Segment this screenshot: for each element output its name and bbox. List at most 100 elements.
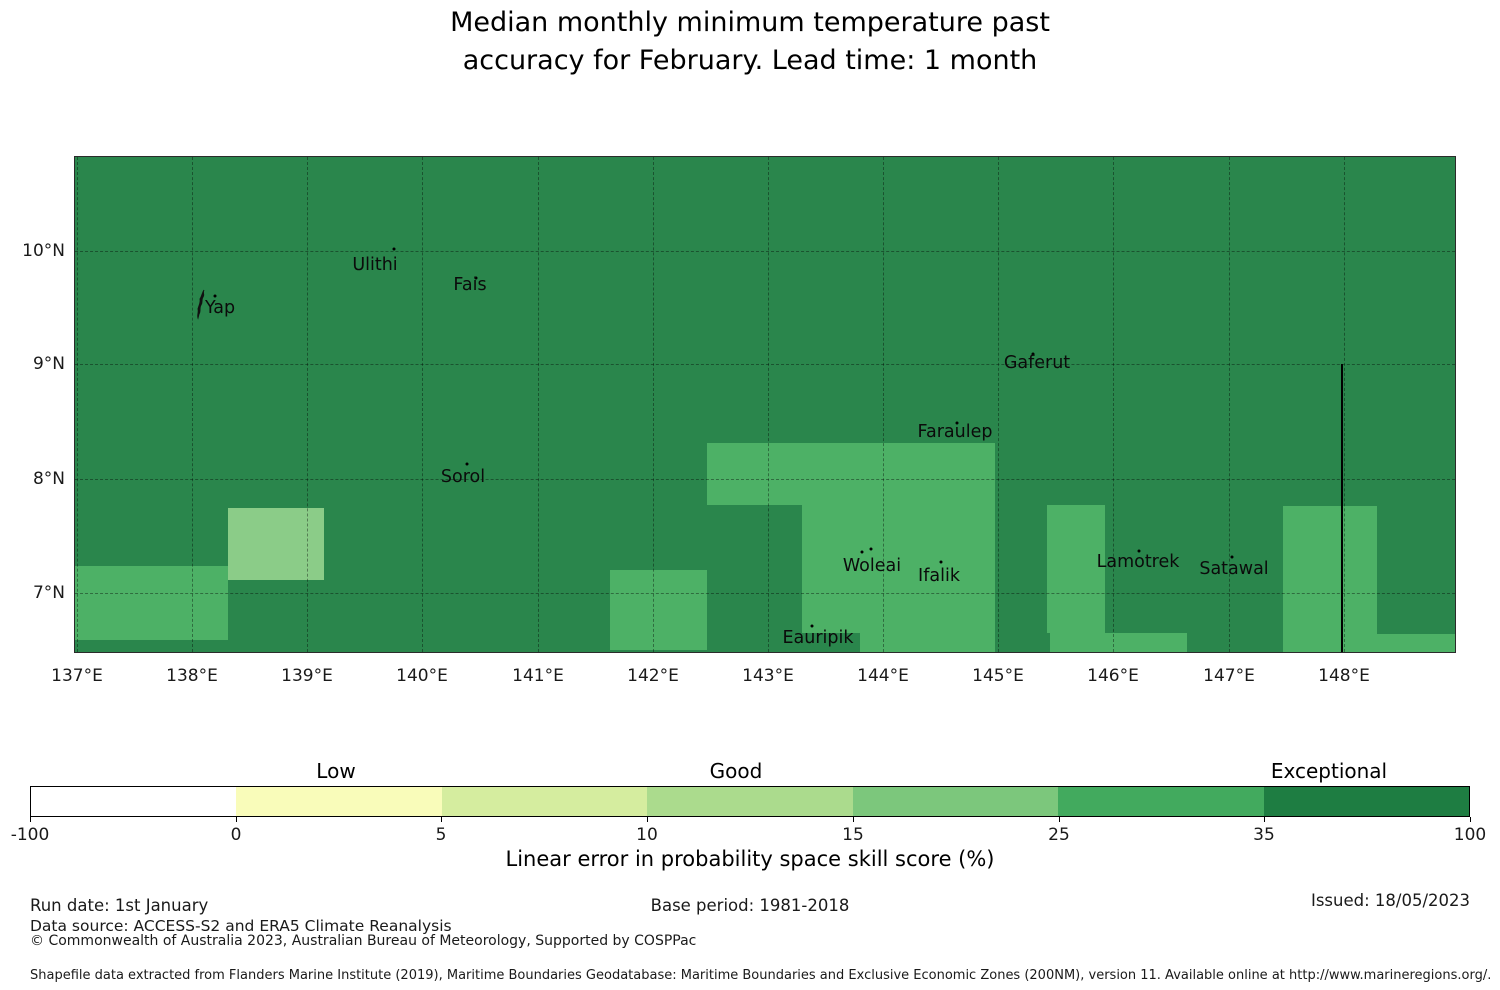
colorbar-tick-label: 100 [1453, 825, 1487, 845]
island-dot [474, 276, 478, 280]
footer-data-source: Data source: ACCESS-S2 and ERA5 Climate … [30, 917, 452, 935]
island-label-satawal: Satawal [1199, 559, 1269, 579]
chart-title-line2: accuracy for February. Lead time: 1 mont… [462, 45, 1038, 76]
x-axis-tick-label: 137°E [51, 666, 103, 686]
colorbar-tick-mark [236, 817, 237, 822]
colorbar-tick-mark [30, 817, 31, 822]
island-dot [869, 547, 873, 551]
latitude-gridline [75, 251, 1455, 252]
island-label-faraulep: Faraulep [917, 422, 993, 442]
footer-shapefile-attribution: Shapefile data extracted from Flanders M… [30, 968, 1492, 983]
eez-boundary-line [1341, 364, 1343, 652]
chart-title: Median monthly minimum temperature past … [0, 4, 1500, 80]
colorbar-segment [1263, 787, 1469, 816]
y-axis-tick-label: 10°N [22, 241, 65, 261]
island-label-fais: Fais [453, 275, 487, 295]
island-label-woleai: Woleai [842, 556, 902, 576]
colorbar-tick-label: 0 [230, 825, 242, 845]
latitude-gridline [75, 593, 1455, 594]
skill-cell [610, 570, 707, 650]
longitude-gridline [1113, 157, 1114, 652]
island-dot [1137, 549, 1141, 553]
island-dot [1230, 555, 1234, 559]
skill-cell [75, 566, 228, 640]
island-dot [939, 560, 943, 564]
island-label-eauripik: Eauripik [782, 628, 854, 648]
colorbar-tick-mark [1264, 817, 1265, 822]
longitude-gridline [538, 157, 539, 652]
colorbar-segment [647, 787, 853, 816]
colorbar-segment [31, 787, 237, 816]
skill-cell [860, 633, 995, 652]
longitude-gridline [77, 157, 78, 652]
colorbar-segment [852, 787, 1059, 816]
latitude-gridline [75, 364, 1455, 365]
island-label-lamotrek: Lamotrek [1096, 552, 1180, 572]
x-axis-tick-label: 142°E [627, 666, 679, 686]
longitude-gridline [192, 157, 193, 652]
longitude-gridline [653, 157, 654, 652]
colorbar [30, 786, 1470, 817]
island-dot [213, 294, 217, 298]
yap-island-outline [197, 289, 205, 320]
colorbar-tick-label: -100 [10, 825, 50, 845]
island-dot [1031, 352, 1035, 356]
x-axis-tick-label: 147°E [1203, 666, 1255, 686]
skill-cell [1283, 506, 1377, 652]
colorbar-segment [1058, 787, 1264, 816]
colorbar-zone-label: Low [316, 759, 356, 783]
colorbar-segment [441, 787, 648, 816]
island-dot [955, 421, 959, 425]
colorbar-tick-mark [647, 817, 648, 822]
colorbar-zone-label: Exceptional [1270, 759, 1388, 783]
skill-cell [1050, 633, 1187, 652]
x-axis-tick-label: 144°E [857, 666, 909, 686]
island-dot [392, 247, 396, 251]
longitude-gridline [1344, 157, 1345, 652]
skill-cell [228, 508, 324, 580]
colorbar-caption: Linear error in probability space skill … [505, 847, 995, 871]
colorbar-tick-label: 35 [1253, 825, 1275, 845]
colorbar-tick-mark [441, 817, 442, 822]
island-label-gaferut: Gaferut [1003, 353, 1071, 373]
skill-cell [802, 505, 995, 633]
island-dot [810, 624, 814, 628]
colorbar-tick-mark [1470, 817, 1471, 822]
x-axis-tick-label: 139°E [281, 666, 333, 686]
island-label-yap: Yap [204, 298, 236, 318]
x-axis-tick-label: 141°E [512, 666, 564, 686]
island-dot [465, 462, 469, 466]
colorbar-tick-label: 15 [842, 825, 864, 845]
footer-run-date: Run date: 1st January [30, 896, 209, 915]
x-axis-tick-label: 145°E [972, 666, 1024, 686]
x-axis-tick-label: 143°E [742, 666, 794, 686]
x-axis-tick-label: 146°E [1087, 666, 1139, 686]
colorbar-tick-label: 10 [636, 825, 658, 845]
x-axis-tick-label: 140°E [396, 666, 448, 686]
colorbar-tick-mark [853, 817, 854, 822]
island-dot [860, 550, 864, 554]
island-label-ifalik: Ifalik [918, 566, 960, 586]
island-label-sorol: Sorol [440, 467, 486, 487]
longitude-gridline [768, 157, 769, 652]
x-axis-tick-label: 148°E [1318, 666, 1370, 686]
skill-cell [1377, 634, 1455, 652]
colorbar-tick-label: 25 [1048, 825, 1070, 845]
colorbar-zone-label: Good [709, 759, 763, 783]
map-plot-area: Yap Ulithi Fais Sorol Gaferut Faraulep Woleai I… [74, 156, 1456, 653]
footer-issued: Issued: 18/05/2023 [1310, 891, 1470, 910]
longitude-gridline [883, 157, 884, 652]
latitude-gridline [75, 479, 1455, 480]
longitude-gridline [998, 157, 999, 652]
skill-cell [1047, 505, 1105, 633]
y-axis-tick-label: 9°N [32, 354, 65, 374]
longitude-gridline [422, 157, 423, 652]
footer-copyright: © Commonwealth of Australia 2023, Austra… [30, 933, 697, 949]
island-label-ulithi: Ulithi [352, 255, 398, 275]
x-axis-tick-label: 138°E [166, 666, 218, 686]
colorbar-tick-label: 5 [435, 825, 447, 845]
longitude-gridline [1229, 157, 1230, 652]
y-axis-tick-label: 8°N [32, 469, 65, 489]
colorbar-segment [236, 787, 442, 816]
